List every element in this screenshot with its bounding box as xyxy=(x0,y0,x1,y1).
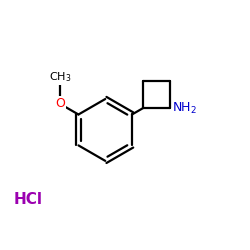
Text: HCl: HCl xyxy=(14,192,43,207)
Text: CH$_3$: CH$_3$ xyxy=(49,70,72,84)
Text: O: O xyxy=(55,98,65,110)
Text: NH$_2$: NH$_2$ xyxy=(172,101,197,116)
